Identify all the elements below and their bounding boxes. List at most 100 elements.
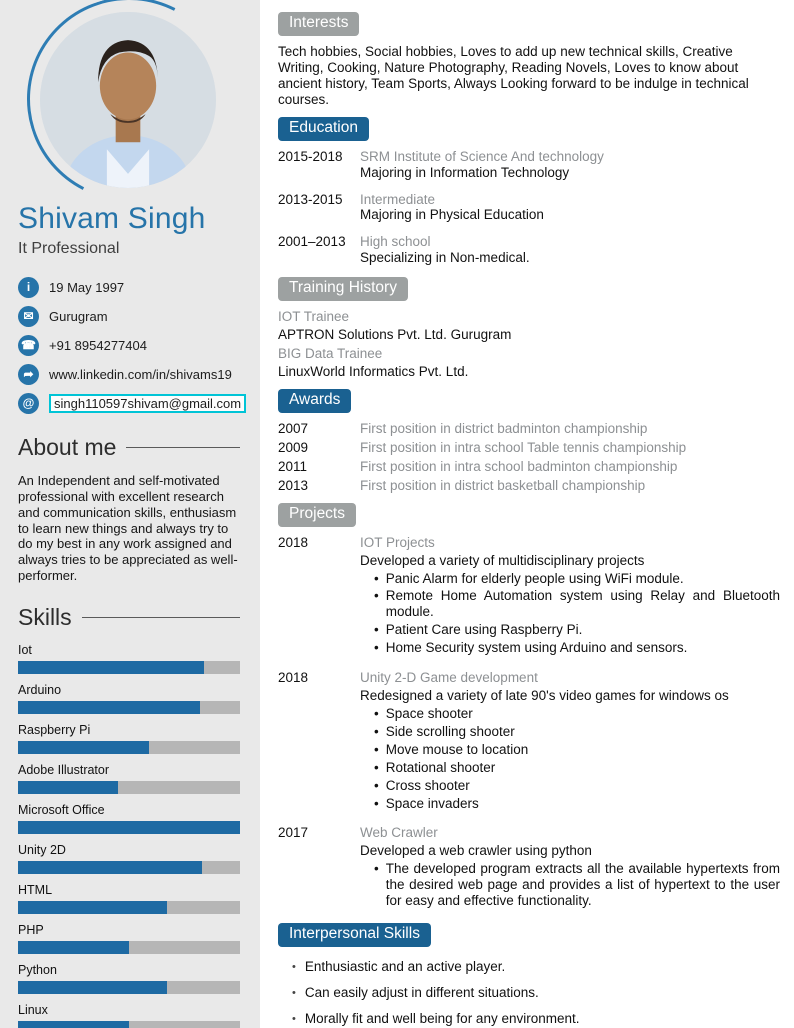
award-row: 2011 First position in intra school badm…: [278, 459, 780, 475]
bullet-item: • Move mouse to location: [374, 742, 780, 758]
skill-bar-track: [18, 941, 240, 955]
education-list: 2015-2018 SRM Institute of Science And t…: [278, 149, 780, 267]
skill-bar-fill: [18, 781, 118, 795]
email-link[interactable]: singh110597shivam@gmail.com: [49, 393, 247, 413]
education-years: 2001–2013: [278, 234, 346, 250]
phone-icon: ☎: [18, 334, 39, 356]
skill-item: Python: [18, 963, 240, 995]
about-me-heading-text: About me: [18, 434, 117, 460]
heading-rule: [126, 447, 240, 448]
award-year: 2013: [278, 477, 309, 493]
bullet-item: • The developed program extracts all the…: [374, 861, 780, 909]
projects-list: 2018 IOT Projects Developed a variety of…: [278, 535, 780, 911]
about-me-text: An Independent and self-motivated profes…: [18, 473, 238, 584]
skill-bar-fill: [18, 981, 167, 995]
at-icon: @: [18, 392, 39, 414]
bullet-item: • Home Security system using Arduino and…: [374, 640, 780, 656]
section-awards: Awards 2007 First position in district b…: [278, 388, 780, 494]
bullet-dot: •: [292, 961, 296, 974]
project-year: 2017: [278, 825, 309, 841]
skills-list: Iot Arduino Raspberry Pi: [18, 643, 240, 1028]
award-row: 2007 First position in district badminto…: [278, 421, 780, 437]
skill-bar-fill: [18, 701, 201, 715]
project-title: IOT Projects: [360, 534, 435, 550]
skill-item: Adobe Illustrator: [18, 763, 240, 795]
link-icon: ➦: [18, 363, 39, 385]
project-title: Web Crawler: [360, 825, 438, 841]
bullet-text: Side scrolling shooter: [385, 723, 515, 739]
education-detail: High school Specializing in Non-medical.: [360, 234, 780, 266]
education-institution: Intermediate: [360, 191, 436, 207]
training-list: IOT Trainee APTRON Solutions Pvt. Ltd. G…: [278, 309, 780, 380]
education-major: Specializing in Non-medical.: [360, 250, 530, 266]
skill-bar-fill: [18, 661, 205, 675]
project-title: Unity 2-D Game development: [360, 670, 538, 686]
contact-row-email: @ singh110597shivam@gmail.com: [18, 392, 247, 414]
award-year: 2007: [278, 420, 309, 436]
info-icon: i: [18, 276, 39, 298]
about-me-heading: About me: [18, 434, 240, 461]
award-text: First position in intra school badminton…: [360, 458, 678, 474]
bullet-item: • Cross shooter: [374, 778, 780, 794]
education-item: 2013-2015 Intermediate Majoring in Physi…: [278, 192, 780, 224]
interests-heading: Interests: [278, 12, 360, 36]
education-item: 2001–2013 High school Specializing in No…: [278, 234, 780, 266]
section-projects: Projects 2018 IOT Projects Developed a v…: [278, 502, 780, 911]
training-line: IOT Trainee: [278, 309, 350, 325]
skill-item: Raspberry Pi: [18, 723, 240, 755]
training-line: BIG Data Trainee: [278, 345, 383, 361]
bullet-dot: •: [374, 723, 379, 739]
bullet-dot: •: [374, 588, 379, 604]
bullet-text: Home Security system using Arduino and s…: [385, 640, 688, 656]
project-item: 2018 IOT Projects Developed a variety of…: [278, 535, 780, 658]
skill-bar-fill: [18, 1021, 129, 1028]
section-training: Training History IOT Trainee APTRON Solu…: [278, 277, 780, 380]
section-interpersonal: Interpersonal Skills • Enthusiastic and …: [278, 923, 780, 1028]
interpersonal-bullet: • Enthusiastic and an active player.: [292, 959, 780, 975]
project-description: Developed a variety of multidisciplinary…: [360, 552, 645, 568]
skill-bar-track: [18, 781, 240, 795]
skill-item: HTML: [18, 883, 240, 915]
section-education: Education 2015-2018 SRM Institute of Sci…: [278, 116, 780, 267]
skill-item: Iot: [18, 643, 240, 675]
bullet-text: Remote Home Automation system using Rela…: [385, 588, 780, 620]
bullet-text: Rotational shooter: [385, 759, 496, 775]
award-year: 2009: [278, 439, 309, 455]
bullet-text: Space shooter: [385, 705, 473, 721]
award-text: First position in intra school Table ten…: [360, 439, 687, 455]
education-detail: SRM Institute of Science And technology …: [360, 149, 780, 181]
education-major: Majoring in Physical Education: [360, 207, 544, 223]
bullet-item: • Panic Alarm for elderly people using W…: [374, 571, 780, 587]
skill-item: Unity 2D: [18, 843, 240, 875]
bullet-dot: •: [374, 705, 379, 721]
skill-name: Linux: [18, 1003, 48, 1018]
bullet-dot: •: [374, 759, 379, 775]
skill-name: PHP: [18, 923, 44, 938]
skills-heading-text: Skills: [18, 604, 72, 631]
linkedin-link[interactable]: www.linkedin.com/in/shivams19: [49, 366, 232, 382]
heading-rule: [81, 617, 240, 619]
bullet-item: • Side scrolling shooter: [374, 724, 780, 740]
interpersonal-text: Can easily adjust in different situation…: [304, 985, 539, 1001]
training-heading: Training History: [278, 277, 408, 302]
skill-bar-track: [18, 741, 240, 755]
skill-item: Linux: [18, 1003, 240, 1028]
skill-name: Python: [18, 963, 57, 978]
award-row: 2009 First position in intra school Tabl…: [278, 440, 780, 456]
skill-bar-fill: [18, 861, 203, 875]
mail-icon: ✉: [18, 305, 39, 327]
skill-name: Unity 2D: [18, 843, 66, 858]
education-institution: SRM Institute of Science And technology: [360, 148, 604, 164]
interpersonal-heading: Interpersonal Skills: [278, 923, 431, 948]
project-description: Redesigned a variety of late 90's video …: [360, 688, 729, 704]
skill-bar-track: [18, 861, 240, 875]
skill-item: Arduino: [18, 683, 240, 715]
skills-heading: Skills: [18, 604, 240, 631]
skill-name: HTML: [18, 883, 53, 898]
sidebar: Shivam Singh It Professional i 19 May 19…: [0, 0, 260, 1028]
training-line: APTRON Solutions Pvt. Ltd. Gurugram: [278, 327, 512, 343]
skill-name: Iot: [18, 643, 32, 658]
profile-photo: [40, 12, 216, 188]
bullet-text: Cross shooter: [385, 777, 470, 793]
